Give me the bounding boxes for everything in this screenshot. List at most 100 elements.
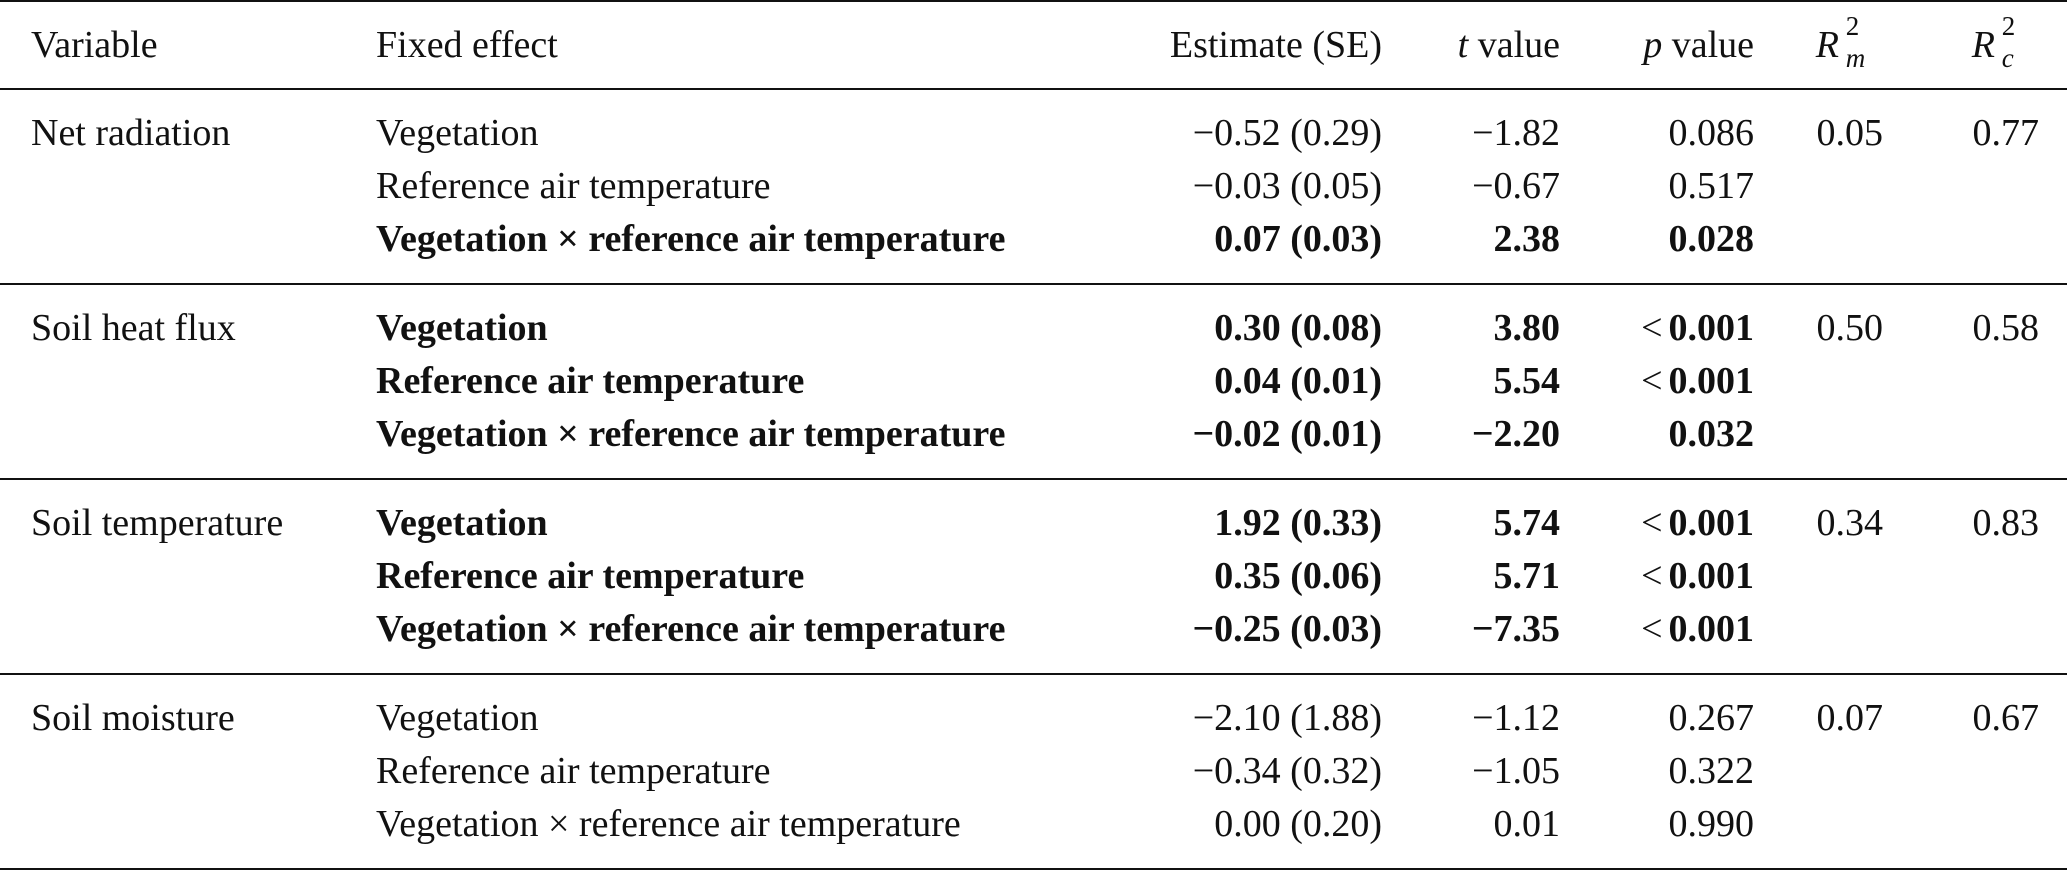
header-t-symbol: t [1457,23,1469,66]
cell-variable [0,550,376,603]
cell-r2-conditional [1908,745,2067,798]
cell-p-value: <0.001 [1575,284,1770,355]
table-row: Reference air temperature 0.04 (0.01) 5.54… [0,355,2067,408]
cell-r2-conditional [1908,213,2067,284]
cell-r2-marginal [1770,160,1908,213]
cell-estimate: −2.10 (1.88) [1192,697,1382,739]
p-value-number: 0.267 [1668,697,1755,739]
cell-estimate: −0.02 (0.01) [1192,413,1382,455]
cell-variable [0,408,376,479]
cell-p-value: <0.001 [1575,603,1770,674]
cell-r2-marginal [1770,550,1908,603]
variable-group: Net radiation Vegetation −0.52 (0.29) −1.82… [0,89,2067,284]
cell-r2-conditional [1908,550,2067,603]
r2m-sup: 2 [1845,10,1860,41]
table-row: Soil moisture Vegetation −2.10 (1.88) −1.12… [0,674,2067,745]
cell-fixed-effect: Vegetation [376,502,548,544]
table-row: Reference air temperature −0.34 (0.32) −1.… [0,745,2067,798]
less-than-sign: < [1641,502,1663,544]
cell-p-value: 0.322 [1575,745,1770,798]
cell-t-value: 5.71 [1493,555,1561,597]
cell-estimate: −0.52 (0.29) [1192,112,1382,154]
p-value-number: 0.032 [1668,413,1755,455]
r2m-sub: m [1845,42,1866,73]
header-row: Variable Fixed effect Estimate (SE) t va… [0,0,2067,90]
header-t-value: t value [1397,0,1575,90]
cell-p-value: 0.032 [1575,408,1770,479]
header-p-symbol: p [1643,23,1663,66]
p-value-number: 0.028 [1668,218,1755,260]
cell-r2-marginal: 0.05 [1816,112,1884,154]
cell-p-value: 0.086 [1575,89,1770,160]
p-value-number: 0.001 [1668,555,1755,597]
cell-t-value: −2.20 [1471,413,1560,455]
cell-p-value: 0.517 [1575,160,1770,213]
r2c-sup: 2 [2001,10,2016,41]
cell-fixed-effect: Vegetation × reference air temperature [376,803,961,845]
cell-estimate: −0.25 (0.03) [1192,608,1382,650]
cell-estimate: 0.35 (0.06) [1214,555,1382,597]
p-value-number: 0.001 [1668,502,1755,544]
variable-group: Soil heat flux Vegetation 0.30 (0.08) 3.80 <… [0,284,2067,479]
cell-fixed-effect: Vegetation [376,697,539,739]
table-row: Vegetation × reference air temperature −0… [0,408,2067,479]
table-row: Net radiation Vegetation −0.52 (0.29) −1.82… [0,89,2067,160]
table-row: Soil heat flux Vegetation 0.30 (0.08) 3.80 <… [0,284,2067,355]
p-value-number: 0.086 [1668,112,1755,154]
cell-t-value: 5.74 [1493,502,1561,544]
cell-p-value: 0.990 [1575,798,1770,869]
variable-group: Soil moisture Vegetation −2.10 (1.88) −1.12… [0,674,2067,869]
cell-r2-conditional: 0.67 [1972,697,2040,739]
r2c-sub: c [2001,42,2014,73]
cell-variable [0,745,376,798]
cell-variable: Soil moisture [31,697,235,739]
p-value-number: 0.001 [1668,307,1755,349]
cell-t-value: 3.80 [1493,307,1561,349]
table-row: Reference air temperature −0.03 (0.05) −0.… [0,160,2067,213]
cell-variable [0,213,376,284]
cell-t-value: −0.67 [1472,165,1560,207]
cell-p-value: <0.001 [1575,479,1770,550]
variable-group: Soil temperature Vegetation 1.92 (0.33) 5.7… [0,479,2067,674]
cell-variable: Soil temperature [31,502,284,544]
cell-r2-marginal [1770,213,1908,284]
cell-r2-conditional [1908,355,2067,408]
cell-fixed-effect: Reference air temperature [376,165,771,207]
cell-r2-conditional [1908,408,2067,479]
cell-estimate: 0.00 (0.20) [1214,803,1382,845]
cell-variable [0,798,376,869]
cell-r2-conditional: 0.58 [1972,307,2040,349]
header-fixed-effect: Fixed effect [376,0,1125,90]
table-row: Soil temperature Vegetation 1.92 (0.33) 5.7… [0,479,2067,550]
cell-t-value: 0.01 [1493,803,1561,845]
cell-p-value: 0.267 [1575,674,1770,745]
cell-variable [0,603,376,674]
cell-fixed-effect: Vegetation × reference air temperature [376,608,1006,650]
r2c-base: R [1971,23,1995,66]
cell-estimate: 0.04 (0.01) [1214,360,1382,402]
cell-r2-conditional [1908,603,2067,674]
cell-r2-conditional: 0.77 [1972,112,2040,154]
cell-t-value: −1.05 [1472,750,1560,792]
cell-variable [0,160,376,213]
cell-estimate: 0.07 (0.03) [1214,218,1382,260]
header-p-label: value [1662,23,1754,66]
table-row: Vegetation × reference air temperature 0.… [0,213,2067,284]
less-than-sign: < [1641,307,1663,349]
cell-r2-marginal: 0.07 [1816,697,1884,739]
cell-fixed-effect: Reference air temperature [376,750,771,792]
cell-estimate: 1.92 (0.33) [1214,502,1382,544]
cell-t-value: −1.12 [1472,697,1560,739]
cell-estimate: −0.03 (0.05) [1192,165,1382,207]
r2m-base: R [1815,23,1839,66]
cell-t-value: 5.54 [1493,360,1561,402]
less-than-sign: < [1641,360,1663,402]
cell-r2-marginal [1770,603,1908,674]
cell-fixed-effect: Vegetation × reference air temperature [376,218,1006,260]
header-t-label: value [1468,23,1560,66]
less-than-sign: < [1641,608,1663,650]
